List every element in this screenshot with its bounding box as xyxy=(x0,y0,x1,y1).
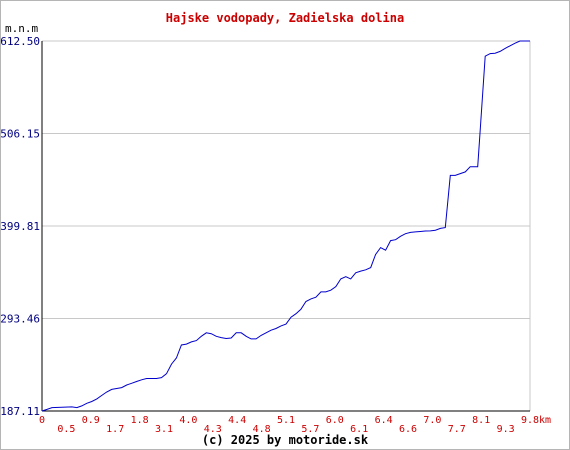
x-tick-label: 6.6 xyxy=(399,424,417,435)
x-axis-unit-label: km xyxy=(539,415,551,426)
x-tick-label: 9.8 xyxy=(521,415,539,426)
x-tick-label: 0.9 xyxy=(82,415,100,426)
y-tick-label: 506.15 xyxy=(1,128,40,141)
x-tick-label: 9.3 xyxy=(497,424,515,435)
x-tick-label: 0 xyxy=(39,415,45,426)
x-tick-label: 0.5 xyxy=(57,424,75,435)
x-tick-label: 4.8 xyxy=(253,424,271,435)
chart-title: Hajske vodopady, Zadielska dolina xyxy=(166,11,404,25)
x-tick-label: 5.1 xyxy=(277,415,295,426)
x-tick-label: 6.1 xyxy=(350,424,368,435)
x-tick-label: 1.8 xyxy=(131,415,149,426)
x-tick-label: 6.0 xyxy=(326,415,344,426)
x-tick-label: 7.7 xyxy=(448,424,466,435)
y-tick-label: 612.50 xyxy=(1,35,40,48)
y-tick-label: 399.81 xyxy=(1,220,40,233)
elevation-line xyxy=(41,40,530,412)
x-tick-label: 7.0 xyxy=(423,415,441,426)
x-tick-label: 8.1 xyxy=(472,415,490,426)
x-tick-label: 4.3 xyxy=(204,424,222,435)
y-tick-label: 187.11 xyxy=(1,405,40,418)
x-tick-label: 3.1 xyxy=(155,424,173,435)
x-tick-label: 1.7 xyxy=(106,424,124,435)
y-axis-label: m.n.m xyxy=(5,22,38,35)
x-tick-label: 4.4 xyxy=(228,415,246,426)
x-tick-label: 5.7 xyxy=(301,424,319,435)
y-tick-label: 293.46 xyxy=(1,312,40,325)
x-tick-label: 6.4 xyxy=(375,415,393,426)
credit-text: (c) 2025 by motoride.sk xyxy=(202,433,369,447)
x-tick-label: 4.0 xyxy=(179,415,197,426)
